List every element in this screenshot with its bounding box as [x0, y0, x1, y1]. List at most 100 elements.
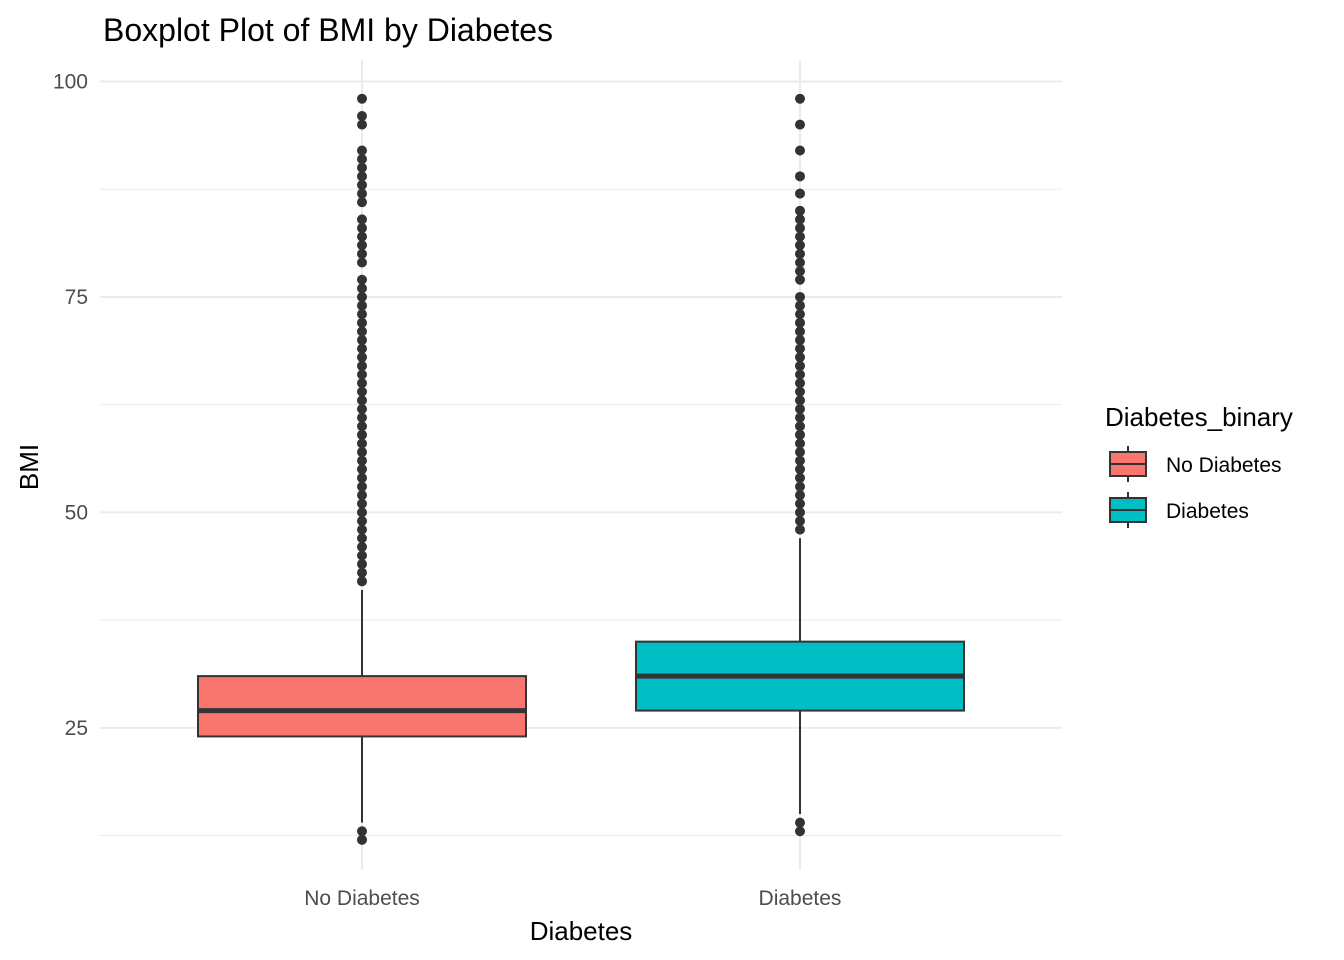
outlier-point — [357, 343, 367, 354]
x-tick-label: Diabetes — [759, 887, 842, 910]
outlier-point — [795, 447, 805, 458]
outlier-point — [357, 386, 367, 397]
x-axis-title: Diabetes — [530, 916, 633, 946]
y-axis-title: BMI — [14, 444, 44, 490]
outlier-point — [795, 507, 805, 518]
outlier-point — [795, 291, 805, 302]
outlier-point — [357, 395, 367, 406]
outlier-point — [357, 111, 367, 122]
grid-lines — [100, 60, 1062, 870]
y-tick-label: 25 — [65, 717, 88, 740]
outlier-point — [795, 214, 805, 225]
outlier-point — [357, 524, 367, 535]
outlier-point — [795, 524, 805, 535]
outlier-point — [795, 188, 805, 199]
outlier-point — [357, 300, 367, 311]
outlier-point — [357, 421, 367, 432]
outlier-point — [795, 93, 805, 104]
outlier-point — [357, 533, 367, 544]
outlier-point — [795, 421, 805, 432]
outlier-point — [357, 283, 367, 294]
outlier-point — [357, 516, 367, 527]
outlier-point — [357, 291, 367, 302]
legend-entry: Diabetes — [1109, 492, 1249, 528]
chart-title: Boxplot Plot of BMI by Diabetes — [103, 12, 553, 48]
outlier-point — [795, 403, 805, 414]
outlier-point — [357, 507, 367, 518]
outlier-point — [795, 464, 805, 475]
outlier-point — [357, 162, 367, 173]
outlier-point — [357, 145, 367, 156]
outlier-point — [357, 490, 367, 501]
outlier-point — [795, 274, 805, 285]
outlier-point — [357, 403, 367, 414]
outlier-point — [357, 317, 367, 328]
outlier-point — [795, 817, 805, 828]
legend-title: Diabetes_binary — [1105, 402, 1293, 432]
outlier-point — [357, 240, 367, 251]
outlier-point — [795, 438, 805, 449]
outlier-point — [357, 481, 367, 492]
outlier-point — [795, 309, 805, 320]
outlier-point — [357, 378, 367, 389]
outlier-point — [357, 154, 367, 165]
outlier-point — [357, 550, 367, 561]
outlier-point — [357, 541, 367, 552]
outlier-point — [795, 369, 805, 380]
box-iqr — [197, 675, 527, 738]
outlier-point — [795, 472, 805, 483]
y-tick-label: 100 — [53, 71, 88, 94]
outlier-point — [795, 145, 805, 156]
outlier-point — [795, 317, 805, 328]
legend: Diabetes_binary No Diabetes Diabetes — [1105, 402, 1293, 528]
outlier-point — [357, 834, 367, 845]
outlier-point — [795, 335, 805, 346]
outlier-point — [357, 360, 367, 371]
outlier-point — [795, 516, 805, 527]
outlier-point — [795, 826, 805, 837]
outlier-point — [795, 412, 805, 423]
outlier-point — [357, 309, 367, 320]
legend-entry: No Diabetes — [1109, 446, 1282, 482]
outlier-point — [357, 559, 367, 570]
outlier-point — [357, 93, 367, 104]
outlier-point — [795, 455, 805, 466]
outlier-point — [357, 369, 367, 380]
outlier-point — [795, 119, 805, 130]
legend-label: Diabetes — [1166, 500, 1249, 523]
outlier-point — [795, 257, 805, 268]
outlier-point — [357, 567, 367, 578]
outlier-point — [357, 472, 367, 483]
outlier-point — [795, 205, 805, 216]
outlier-point — [795, 266, 805, 277]
outlier-point — [795, 343, 805, 354]
outlier-point — [357, 498, 367, 509]
outlier-point — [357, 352, 367, 363]
outlier-point — [795, 498, 805, 509]
outlier-point — [795, 352, 805, 363]
outlier-point — [357, 274, 367, 285]
legend-label: No Diabetes — [1166, 454, 1282, 477]
outlier-point — [357, 826, 367, 837]
box-group — [635, 93, 965, 837]
outlier-point — [795, 223, 805, 234]
outlier-point — [357, 248, 367, 259]
outlier-point — [357, 335, 367, 346]
outlier-point — [357, 188, 367, 199]
outlier-point — [357, 438, 367, 449]
outlier-point — [795, 248, 805, 259]
x-tick-label: No Diabetes — [304, 887, 420, 910]
outlier-point — [357, 464, 367, 475]
outlier-point — [357, 326, 367, 337]
outlier-point — [795, 429, 805, 440]
outlier-point — [357, 231, 367, 242]
outlier-point — [357, 257, 367, 268]
outlier-point — [357, 214, 367, 225]
outlier-point — [357, 197, 367, 208]
outlier-point — [357, 179, 367, 190]
outlier-point — [795, 300, 805, 311]
outlier-point — [795, 360, 805, 371]
outlier-point — [795, 395, 805, 406]
box-group — [197, 93, 527, 845]
